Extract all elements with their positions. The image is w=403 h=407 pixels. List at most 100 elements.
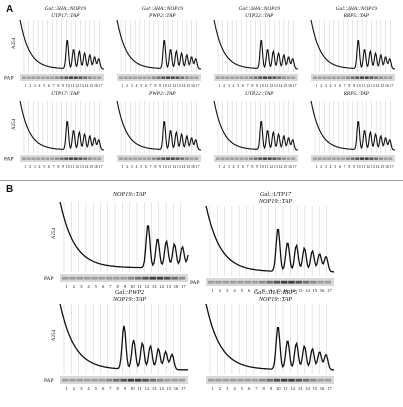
blot-band: [288, 378, 295, 382]
blot-band: [64, 157, 69, 160]
fraction-number: 17: [99, 84, 103, 88]
fraction-number: 15: [380, 165, 384, 169]
fraction-number: 8: [57, 84, 59, 88]
fraction-number: 12: [75, 165, 79, 169]
blot-band: [350, 157, 355, 160]
panel-title: RRP5::TAP: [343, 13, 370, 19]
fraction-number: 17: [181, 284, 186, 289]
blot-band: [220, 157, 225, 160]
fraction-number: 4: [38, 84, 40, 88]
section-label-a: A: [6, 4, 13, 15]
blot-band: [259, 378, 266, 382]
fraction-number: 8: [251, 165, 253, 169]
blot-band: [291, 157, 296, 160]
blot-band: [128, 76, 133, 79]
blot-band: [133, 76, 138, 79]
fraction-number: 3: [131, 84, 133, 88]
blot-band: [83, 276, 91, 280]
blot-band: [36, 76, 41, 79]
a254-trace: [213, 100, 298, 151]
fraction-number: 7: [247, 84, 249, 88]
blot-band: [248, 76, 253, 79]
blot-band: [222, 378, 230, 382]
fraction-number: 10: [163, 165, 167, 169]
fraction-number: 2: [73, 386, 76, 391]
blot-band: [171, 276, 178, 280]
section-label-b: B: [6, 184, 13, 195]
fraction-number: 5: [140, 84, 142, 88]
fraction-number: 7: [247, 165, 249, 169]
blot-band: [317, 157, 322, 160]
fraction-number: 1: [121, 84, 123, 88]
blot-band: [272, 157, 277, 160]
fraction-number: 1: [24, 165, 26, 169]
blot-band: [40, 76, 45, 79]
fraction-number: 4: [233, 386, 236, 391]
blot-band: [355, 76, 360, 79]
blot-band: [234, 76, 239, 79]
blot-band: [215, 280, 222, 284]
blot-band: [97, 157, 102, 160]
fraction-number: 6: [145, 165, 147, 169]
panel-title: Gal::3HA::NOP19: [45, 6, 87, 12]
blot-band: [369, 157, 374, 160]
fraction-number: 13: [177, 165, 181, 169]
blot-band: [295, 280, 303, 284]
fraction-number: 2: [320, 84, 322, 88]
fraction-number: 12: [269, 165, 273, 169]
blot-band: [87, 76, 92, 79]
blot-band: [244, 378, 251, 382]
fraction-number: 6: [248, 288, 251, 293]
blot-band: [251, 280, 259, 284]
blot-band: [225, 76, 230, 79]
fraction-number: 6: [248, 386, 251, 391]
panel-title: NOP19::TAP: [258, 198, 292, 205]
fraction-number: 11: [265, 165, 269, 169]
blot-band: [341, 157, 346, 160]
blot-band: [189, 76, 194, 79]
blot-band: [83, 378, 91, 382]
fraction-number: 5: [241, 288, 244, 293]
fraction-number: 15: [312, 288, 317, 293]
fraction-number: 1: [315, 165, 317, 169]
fraction-number: 3: [226, 288, 229, 293]
fraction-number: 6: [242, 165, 244, 169]
ylabel-a254: A254: [12, 118, 17, 130]
fraction-number: 12: [366, 84, 370, 88]
blot-band: [178, 378, 186, 382]
fraction-number: 16: [94, 165, 98, 169]
blot-band: [151, 157, 156, 160]
fraction-number: 12: [75, 84, 79, 88]
fraction-number: 12: [145, 386, 150, 391]
a254-trace: [116, 100, 201, 151]
fraction-number: 15: [186, 84, 190, 88]
fraction-number: 14: [159, 284, 164, 289]
fraction-number: 17: [181, 386, 186, 391]
fraction-number: 17: [390, 84, 394, 88]
blot-band: [113, 378, 120, 382]
blot-band: [369, 76, 374, 79]
blot-band: [105, 378, 113, 382]
fraction-number: 7: [109, 284, 112, 289]
blot-band: [225, 157, 230, 160]
blot-band: [92, 157, 97, 160]
blot-band: [336, 76, 341, 79]
fraction-number: 13: [298, 288, 303, 293]
blot-band: [388, 157, 393, 160]
panel-title: UTP22::TAP: [245, 91, 274, 97]
fraction-number: 13: [80, 84, 84, 88]
blot-band: [170, 76, 175, 79]
fraction-number: 7: [150, 84, 152, 88]
fraction-number: 5: [241, 386, 244, 391]
blot-band: [164, 276, 171, 280]
blot-band: [123, 76, 128, 79]
blot-band: [331, 157, 336, 160]
blot-band: [50, 76, 55, 79]
blot-band: [317, 378, 324, 382]
blot-band: [336, 157, 341, 160]
blot-band: [248, 157, 253, 160]
blot-band: [244, 280, 251, 284]
fraction-number: 12: [269, 84, 273, 88]
blot-band: [62, 276, 69, 280]
blot-band: [171, 378, 178, 382]
